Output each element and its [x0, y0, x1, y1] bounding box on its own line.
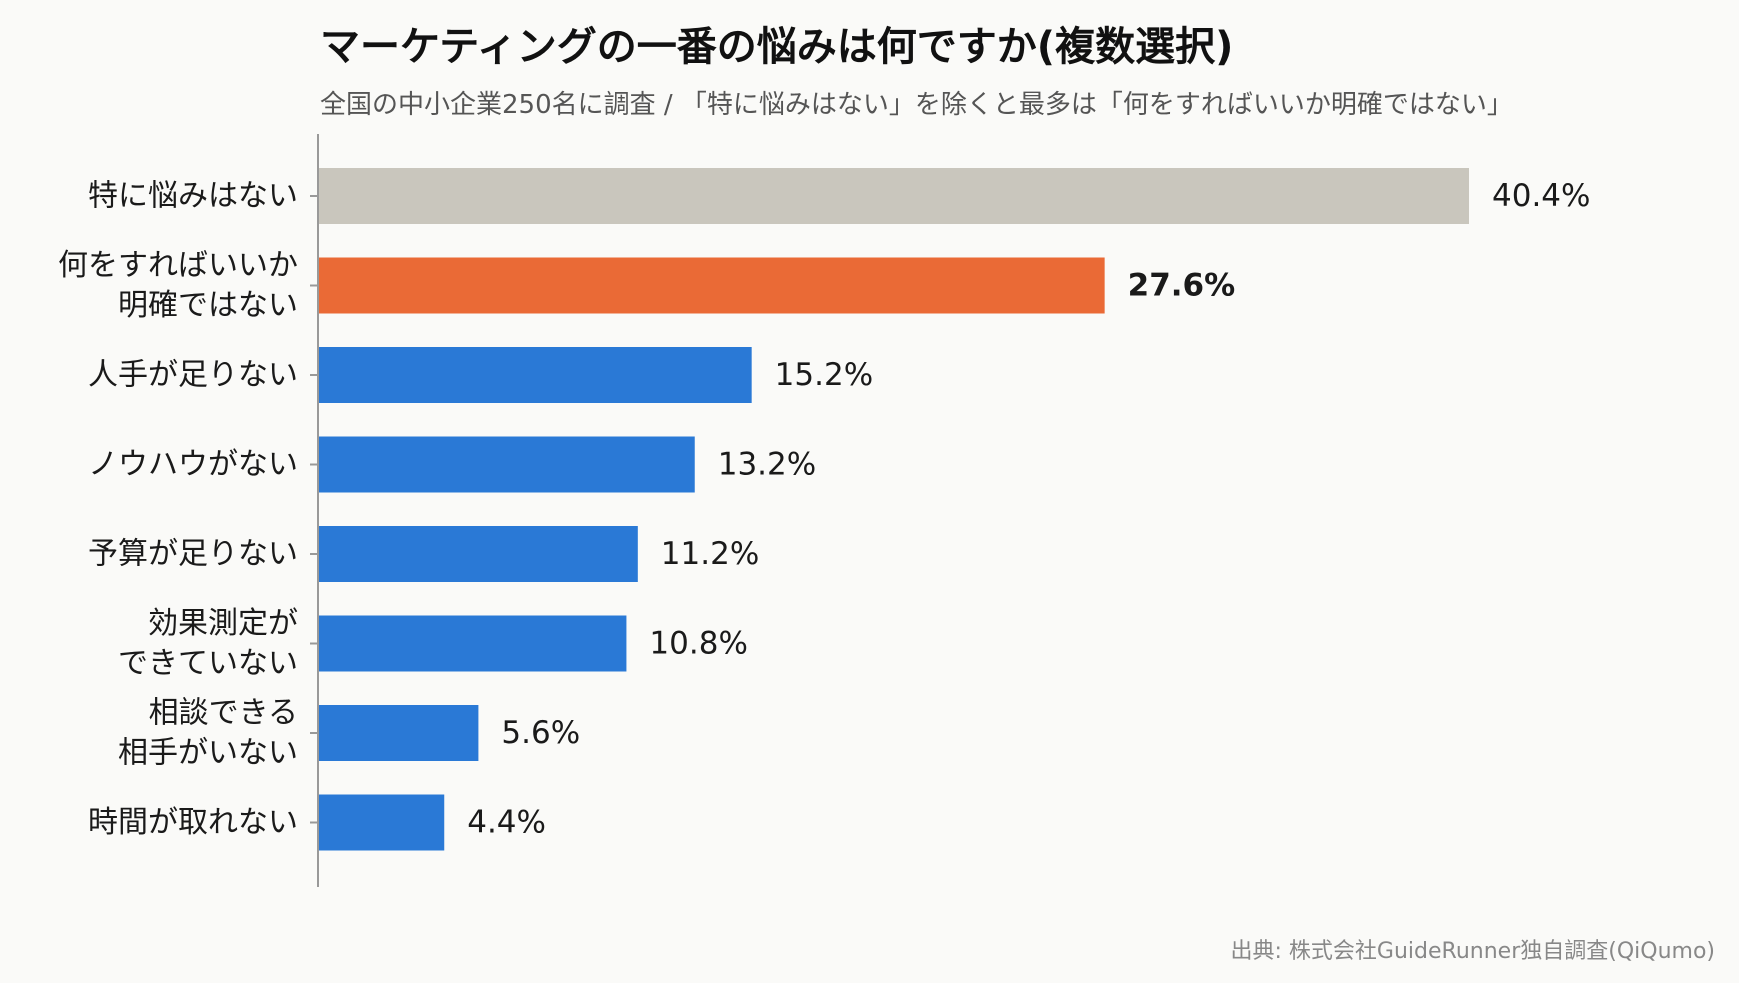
bar: [319, 705, 479, 761]
bar: [319, 347, 752, 403]
value-label: 10.8%: [649, 626, 747, 662]
category-label: 時間が取れない: [88, 805, 298, 840]
category-label: ノウハウがない: [88, 447, 298, 482]
value-label: 40.4%: [1492, 178, 1590, 214]
chart-title: マーケティングの一番の悩みは何ですか(複数選択): [320, 24, 1234, 70]
category-label: 相談できる相手がいない: [118, 696, 298, 771]
category-label: 効果測定ができていない: [118, 606, 298, 681]
category-label: 何をすればいいか明確ではない: [58, 248, 298, 323]
category-label: 特に悩みはない: [88, 179, 298, 214]
category-label: 予算が足りない: [88, 537, 298, 572]
value-label: 5.6%: [501, 715, 580, 751]
chart-subtitle: 全国の中小企業250名に調査 / 「特に悩みはない」を除くと最多は「何をすればい…: [320, 90, 1513, 120]
source-note: 出典: 株式会社GuideRunner独自調査(QiQumo): [1230, 939, 1715, 964]
category-label: 人手が足りない: [88, 358, 298, 393]
bar: [319, 615, 627, 672]
bar: [319, 526, 638, 582]
value-label: 13.2%: [718, 447, 816, 483]
bar: [319, 257, 1105, 314]
value-label: 11.2%: [661, 536, 759, 572]
bar: [319, 794, 445, 851]
bar: [319, 436, 695, 493]
value-label: 15.2%: [775, 357, 873, 393]
value-label: 4.4%: [467, 805, 546, 841]
value-label: 27.6%: [1128, 268, 1236, 304]
bar: [319, 168, 1469, 224]
